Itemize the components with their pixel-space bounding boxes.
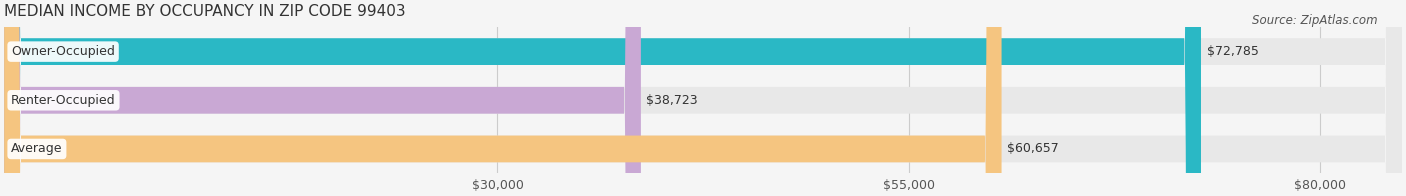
Text: Average: Average xyxy=(11,142,63,155)
FancyBboxPatch shape xyxy=(4,0,641,196)
Text: Owner-Occupied: Owner-Occupied xyxy=(11,45,115,58)
Text: $60,657: $60,657 xyxy=(1007,142,1059,155)
Text: Renter-Occupied: Renter-Occupied xyxy=(11,94,115,107)
FancyBboxPatch shape xyxy=(4,0,1201,196)
Text: Source: ZipAtlas.com: Source: ZipAtlas.com xyxy=(1253,14,1378,27)
Text: MEDIAN INCOME BY OCCUPANCY IN ZIP CODE 99403: MEDIAN INCOME BY OCCUPANCY IN ZIP CODE 9… xyxy=(4,4,406,19)
FancyBboxPatch shape xyxy=(4,0,1402,196)
Text: $38,723: $38,723 xyxy=(647,94,699,107)
FancyBboxPatch shape xyxy=(4,0,1402,196)
Text: $72,785: $72,785 xyxy=(1206,45,1258,58)
FancyBboxPatch shape xyxy=(4,0,1001,196)
FancyBboxPatch shape xyxy=(4,0,1402,196)
